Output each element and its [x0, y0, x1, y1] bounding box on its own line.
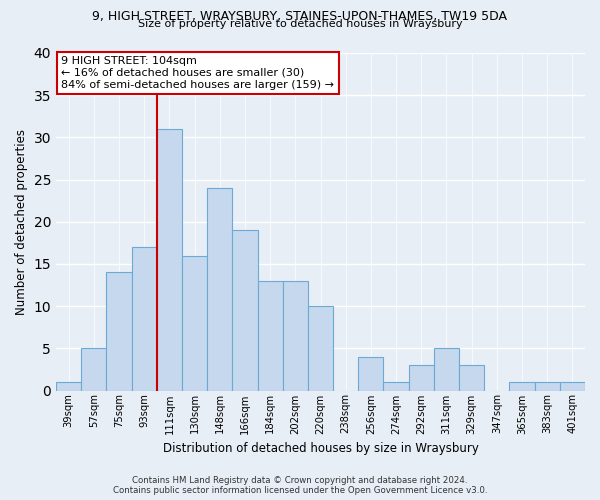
- Bar: [257, 281, 283, 390]
- Text: 9, HIGH STREET, WRAYSBURY, STAINES-UPON-THAMES, TW19 5DA: 9, HIGH STREET, WRAYSBURY, STAINES-UPON-…: [92, 10, 508, 23]
- Bar: [509, 382, 535, 390]
- Bar: [358, 357, 383, 390]
- Bar: [56, 382, 81, 390]
- X-axis label: Distribution of detached houses by size in Wraysbury: Distribution of detached houses by size …: [163, 442, 478, 455]
- Bar: [459, 365, 484, 390]
- Bar: [182, 256, 207, 390]
- Bar: [409, 365, 434, 390]
- Bar: [383, 382, 409, 390]
- Bar: [535, 382, 560, 390]
- Bar: [283, 281, 308, 390]
- Bar: [560, 382, 585, 390]
- Text: Size of property relative to detached houses in Wraysbury: Size of property relative to detached ho…: [137, 19, 463, 29]
- Bar: [106, 272, 131, 390]
- Y-axis label: Number of detached properties: Number of detached properties: [15, 129, 28, 315]
- Bar: [157, 129, 182, 390]
- Bar: [131, 247, 157, 390]
- Bar: [308, 306, 333, 390]
- Bar: [207, 188, 232, 390]
- Bar: [232, 230, 257, 390]
- Text: 9 HIGH STREET: 104sqm
← 16% of detached houses are smaller (30)
84% of semi-deta: 9 HIGH STREET: 104sqm ← 16% of detached …: [61, 56, 334, 90]
- Bar: [434, 348, 459, 391]
- Text: Contains HM Land Registry data © Crown copyright and database right 2024.
Contai: Contains HM Land Registry data © Crown c…: [113, 476, 487, 495]
- Bar: [81, 348, 106, 391]
